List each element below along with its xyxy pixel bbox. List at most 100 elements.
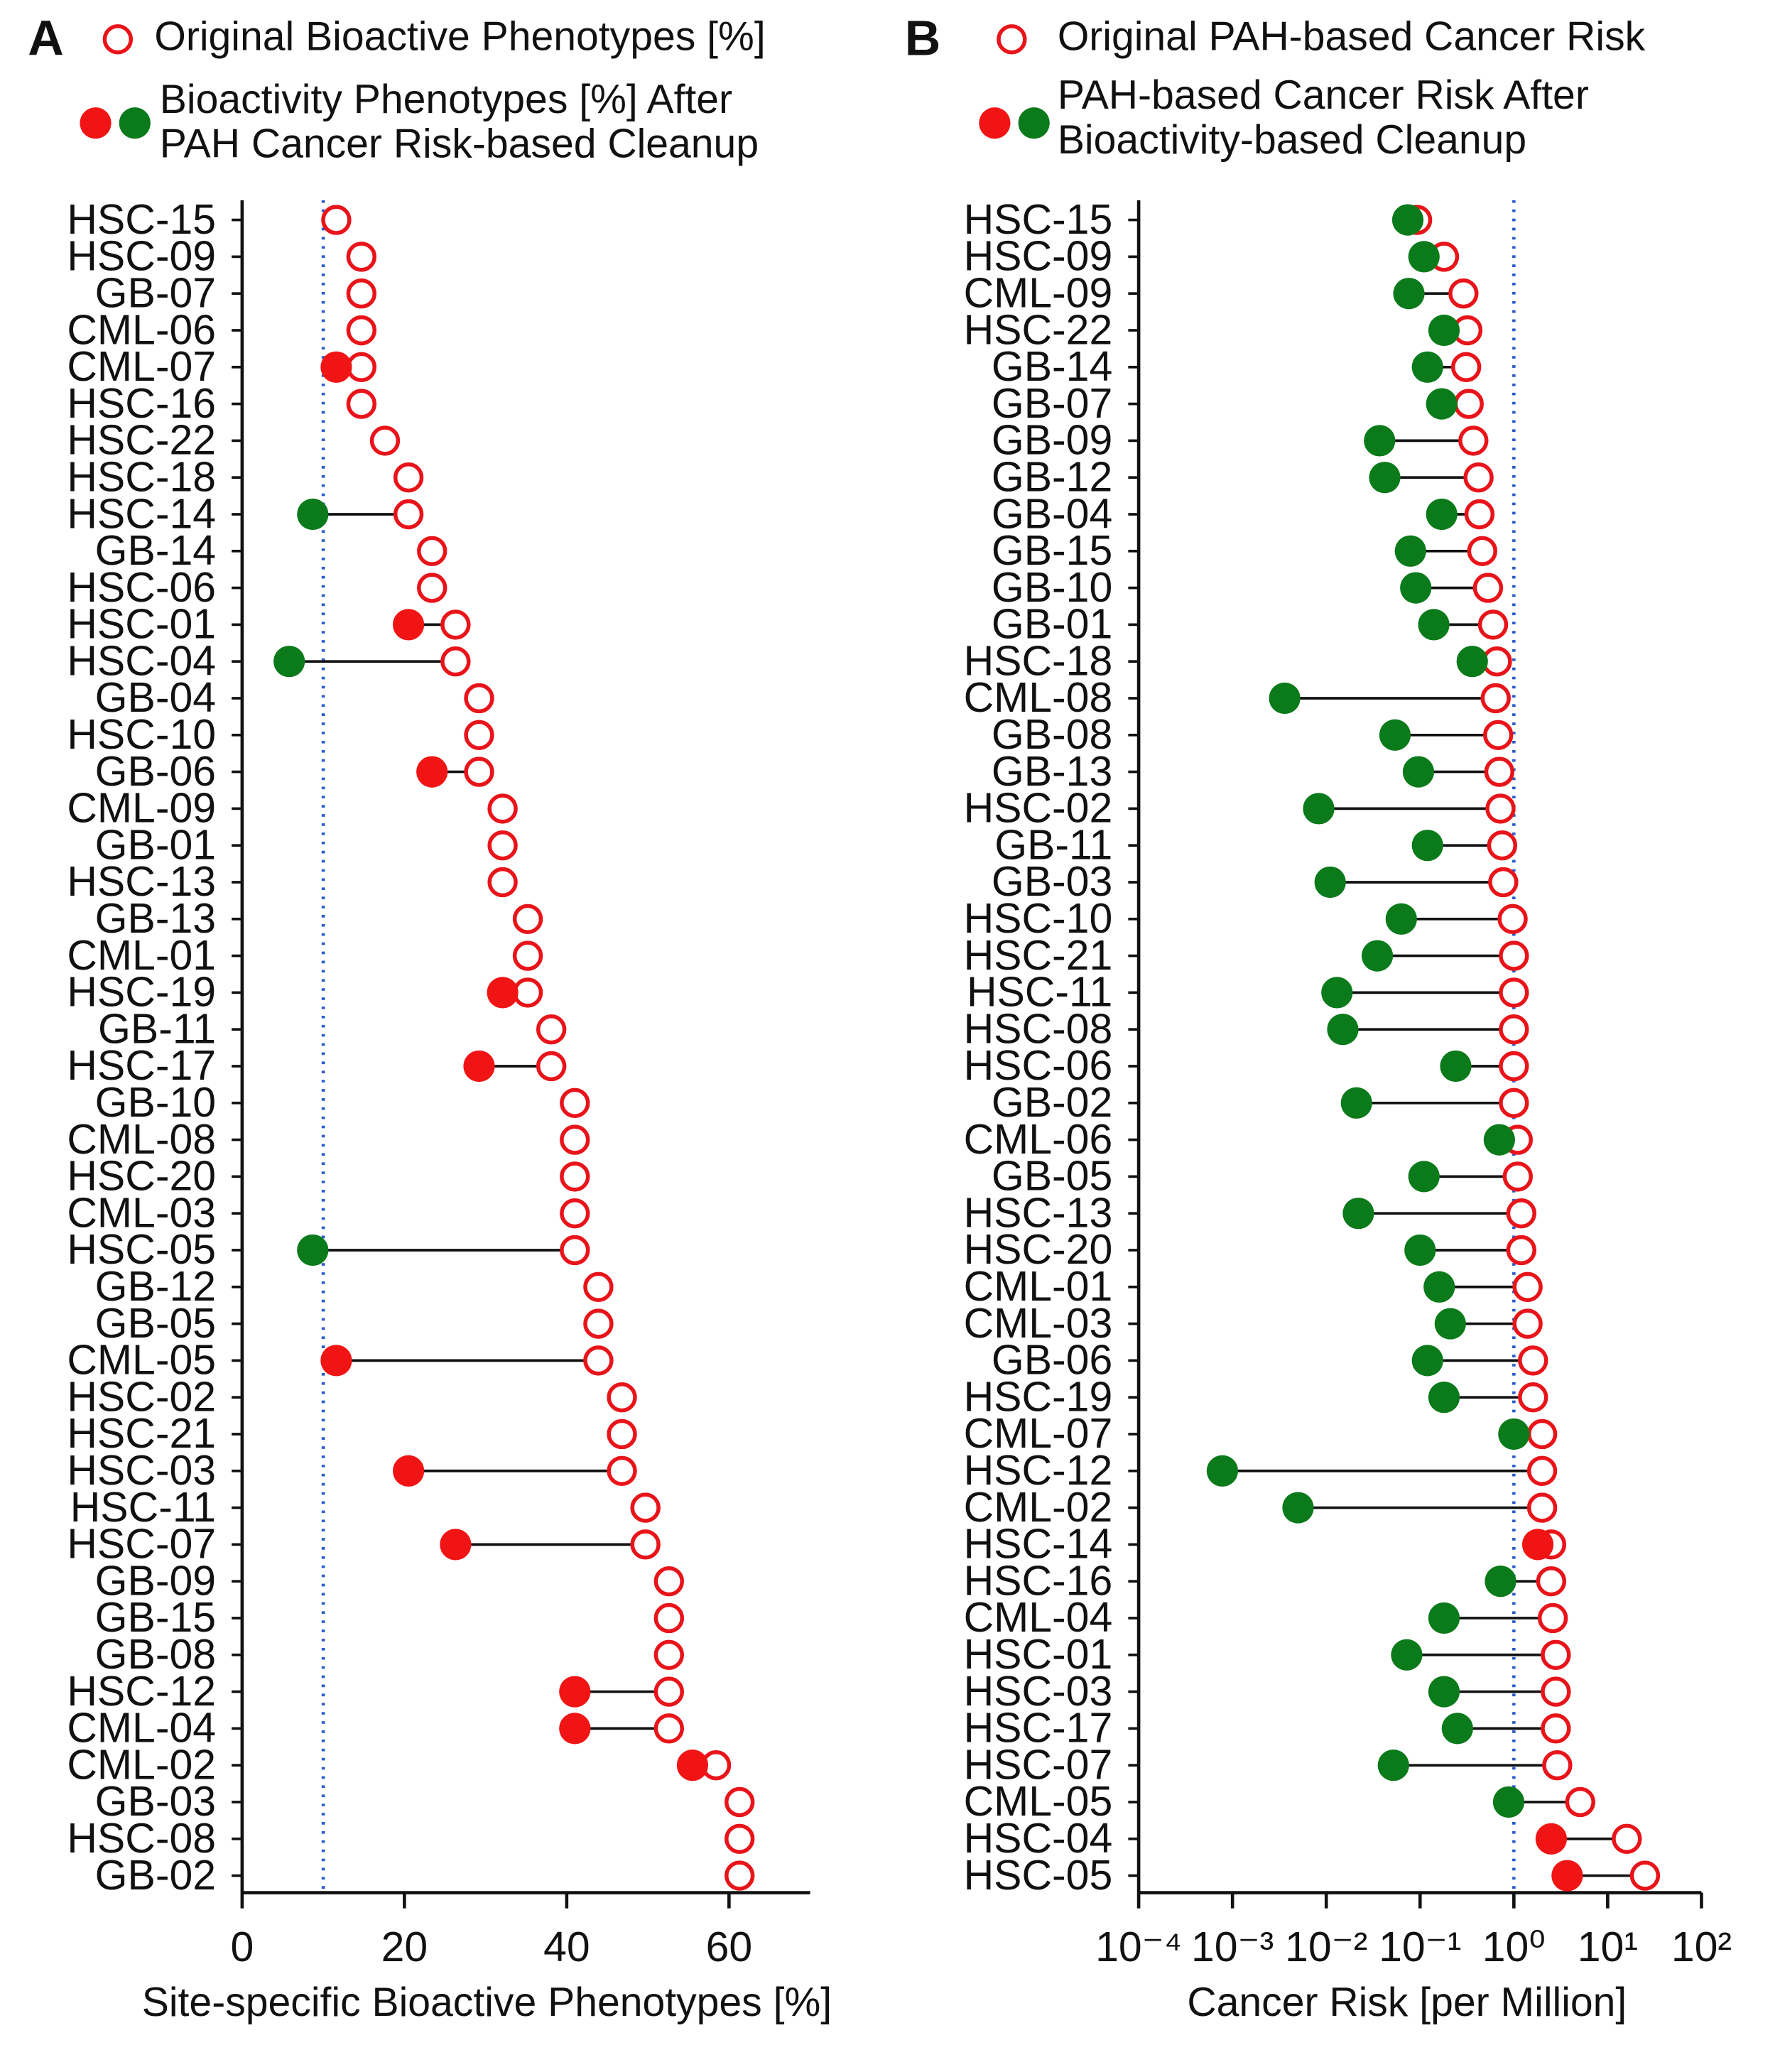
y-tick-label: HSC-14 — [67, 491, 216, 537]
y-tick-label: GB-04 — [992, 491, 1112, 537]
x-axis-label: Cancer Risk [per Million] — [1187, 1980, 1627, 2025]
x-tick-label: 0 — [230, 1924, 254, 1970]
original-marker — [1526, 1419, 1558, 1450]
original-marker — [393, 462, 424, 493]
original-marker — [1480, 683, 1511, 714]
after-marker — [463, 1050, 495, 1083]
original-marker — [1526, 1492, 1558, 1523]
original-marker — [512, 904, 543, 934]
y-tick-label: HSC-04 — [67, 638, 216, 684]
y-tick-label: HSC-15 — [67, 197, 216, 243]
y-tick-label: GB-05 — [95, 1301, 216, 1347]
after-marker — [1282, 1492, 1314, 1524]
original-marker — [1458, 425, 1489, 456]
original-marker — [1467, 536, 1497, 566]
original-marker — [1536, 1566, 1567, 1597]
original-marker — [1541, 1676, 1571, 1707]
y-tick-label: GB-07 — [95, 270, 216, 316]
original-marker — [536, 1014, 567, 1045]
original-marker — [1464, 499, 1495, 530]
original-marker — [1499, 940, 1529, 971]
after-marker — [1411, 1345, 1443, 1377]
after-marker — [1426, 388, 1458, 420]
y-tick-label: GB-01 — [95, 822, 216, 868]
x-tick-label: 20 — [381, 1924, 428, 1970]
y-tick-label: CML-09 — [67, 786, 216, 832]
y-tick-label: GB-09 — [992, 418, 1112, 464]
after-marker — [1269, 682, 1301, 715]
original-marker — [1487, 830, 1518, 861]
original-marker — [346, 352, 377, 382]
after-marker — [1391, 1639, 1423, 1671]
legend-label: Original PAH-based Cancer Risk — [1058, 13, 1646, 59]
after-marker — [1404, 1234, 1436, 1266]
original-marker — [1450, 352, 1482, 382]
after-marker — [1418, 609, 1450, 641]
after-marker — [1327, 1014, 1359, 1046]
y-tick-label: HSC-21 — [964, 933, 1113, 979]
y-tick-label: CML-01 — [964, 1264, 1113, 1310]
original-marker — [653, 1676, 685, 1707]
original-marker — [607, 1419, 637, 1450]
after-marker — [1498, 1418, 1530, 1450]
legend-marker — [997, 24, 1027, 55]
y-tick-label: HSC-16 — [964, 1558, 1113, 1604]
y-tick-label: GB-06 — [95, 749, 216, 795]
y-tick-label: HSC-10 — [67, 712, 216, 758]
original-marker — [417, 573, 447, 603]
original-marker — [560, 1235, 590, 1266]
y-tick-label: HSC-01 — [964, 1632, 1113, 1678]
y-tick-label: CML-01 — [67, 933, 216, 979]
original-marker — [1518, 1345, 1548, 1376]
y-tick-label: GB-10 — [992, 565, 1112, 611]
original-marker — [1612, 1823, 1642, 1854]
original-marker — [1541, 1713, 1571, 1744]
after-marker — [416, 756, 448, 788]
original-marker — [1484, 756, 1515, 787]
y-tick-label: GB-04 — [95, 675, 216, 721]
y-tick-label: CML-07 — [67, 344, 216, 390]
original-marker — [653, 1566, 685, 1597]
legend-label: Bioactivity Phenotypes [%] After PAH Canc… — [160, 77, 759, 167]
y-tick-label: HSC-11 — [967, 970, 1112, 1016]
x-axis-label: Site-specific Bioactive Phenotypes [%] — [142, 1980, 832, 2025]
y-tick-label: GB-09 — [95, 1558, 216, 1604]
y-tick-label: CML-09 — [964, 270, 1113, 316]
original-marker — [464, 683, 494, 714]
y-tick-label: HSC-01 — [67, 602, 216, 648]
y-tick-label: CML-05 — [67, 1338, 216, 1384]
original-marker — [1499, 1051, 1529, 1082]
original-marker — [1541, 1639, 1571, 1670]
original-marker — [607, 1382, 637, 1413]
y-tick-label: HSC-21 — [67, 1411, 216, 1457]
original-marker — [560, 1161, 590, 1192]
y-tick-label: GB-08 — [992, 712, 1112, 758]
y-tick-label: HSC-12 — [964, 1448, 1113, 1494]
y-tick-label: HSC-06 — [67, 565, 216, 611]
y-tick-label: HSC-22 — [67, 418, 216, 464]
y-tick-label: HSC-18 — [964, 638, 1113, 684]
original-marker — [346, 389, 377, 419]
y-tick-label: GB-07 — [992, 381, 1112, 427]
y-tick-label: GB-14 — [992, 344, 1112, 390]
after-marker — [1321, 977, 1353, 1009]
y-tick-label: CML-07 — [964, 1411, 1113, 1457]
original-marker — [487, 867, 518, 898]
original-marker — [1453, 389, 1484, 419]
original-marker — [630, 1492, 661, 1523]
y-tick-label: GB-11 — [98, 1006, 216, 1052]
original-marker — [1542, 1750, 1573, 1781]
after-marker — [273, 646, 305, 678]
original-marker — [512, 977, 543, 1008]
after-marker — [1492, 1786, 1525, 1818]
after-marker — [1314, 866, 1346, 899]
after-marker — [1428, 1382, 1460, 1414]
y-tick-label: GB-08 — [95, 1632, 216, 1678]
y-tick-label: HSC-20 — [964, 1227, 1113, 1273]
y-tick-label: HSC-09 — [964, 234, 1113, 280]
after-marker — [1391, 204, 1424, 236]
original-marker — [393, 499, 424, 530]
after-marker — [1411, 351, 1443, 383]
original-marker — [725, 1823, 755, 1854]
